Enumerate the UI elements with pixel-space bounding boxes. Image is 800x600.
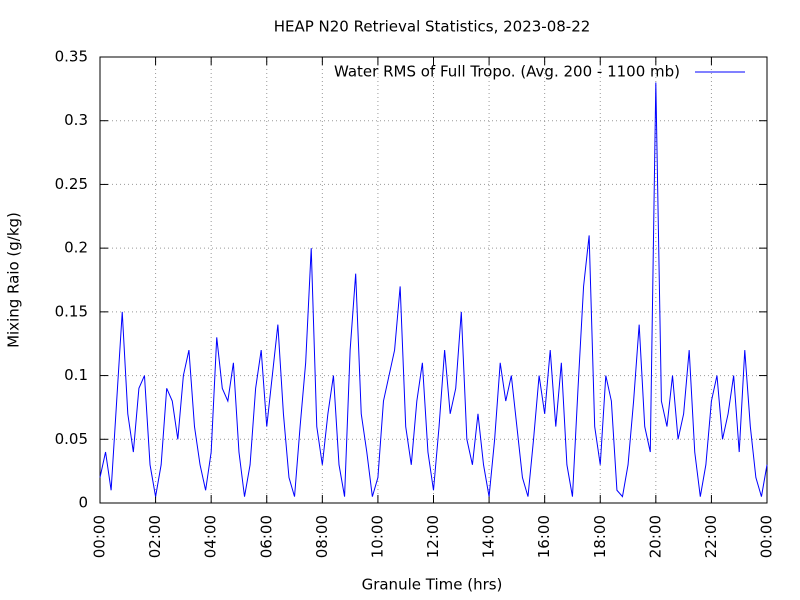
y-tick-label: 0 [78,494,88,512]
y-tick-label: 0.3 [64,111,88,129]
x-tick-label: 14:00 [480,515,498,558]
y-tick-label: 0.25 [55,175,88,193]
x-tick-label: 02:00 [146,515,164,558]
chart-title: HEAP N20 Retrieval Statistics, 2023-08-2… [274,18,591,36]
y-axis-label: Mixing Raio (g/kg) [5,212,23,348]
y-tick-label: 0.2 [64,239,88,257]
x-tick-label: 20:00 [646,515,664,558]
y-tick-label: 0.05 [55,430,88,448]
x-tick-label: 10:00 [368,515,386,558]
y-tick-label: 0.35 [55,48,88,66]
x-tick-label: 18:00 [591,515,609,558]
x-tick-label: 04:00 [202,515,220,558]
x-tick-label: 12:00 [424,515,442,558]
y-tick-label: 0.1 [64,366,88,384]
plot-border [99,56,768,504]
data-line [99,82,768,498]
x-tick-label: 06:00 [257,515,275,558]
x-tick-label: 00:00 [758,515,776,558]
y-tick-label: 0.15 [55,302,88,320]
legend-label: Water RMS of Full Tropo. (Avg. 200 - 110… [334,63,680,81]
x-tick-label: 08:00 [313,515,331,558]
x-tick-label: 22:00 [702,515,720,558]
x-axis-label: Granule Time (hrs) [362,576,503,594]
x-tick-label: 16:00 [535,515,553,558]
x-tick-label: 00:00 [91,515,109,558]
